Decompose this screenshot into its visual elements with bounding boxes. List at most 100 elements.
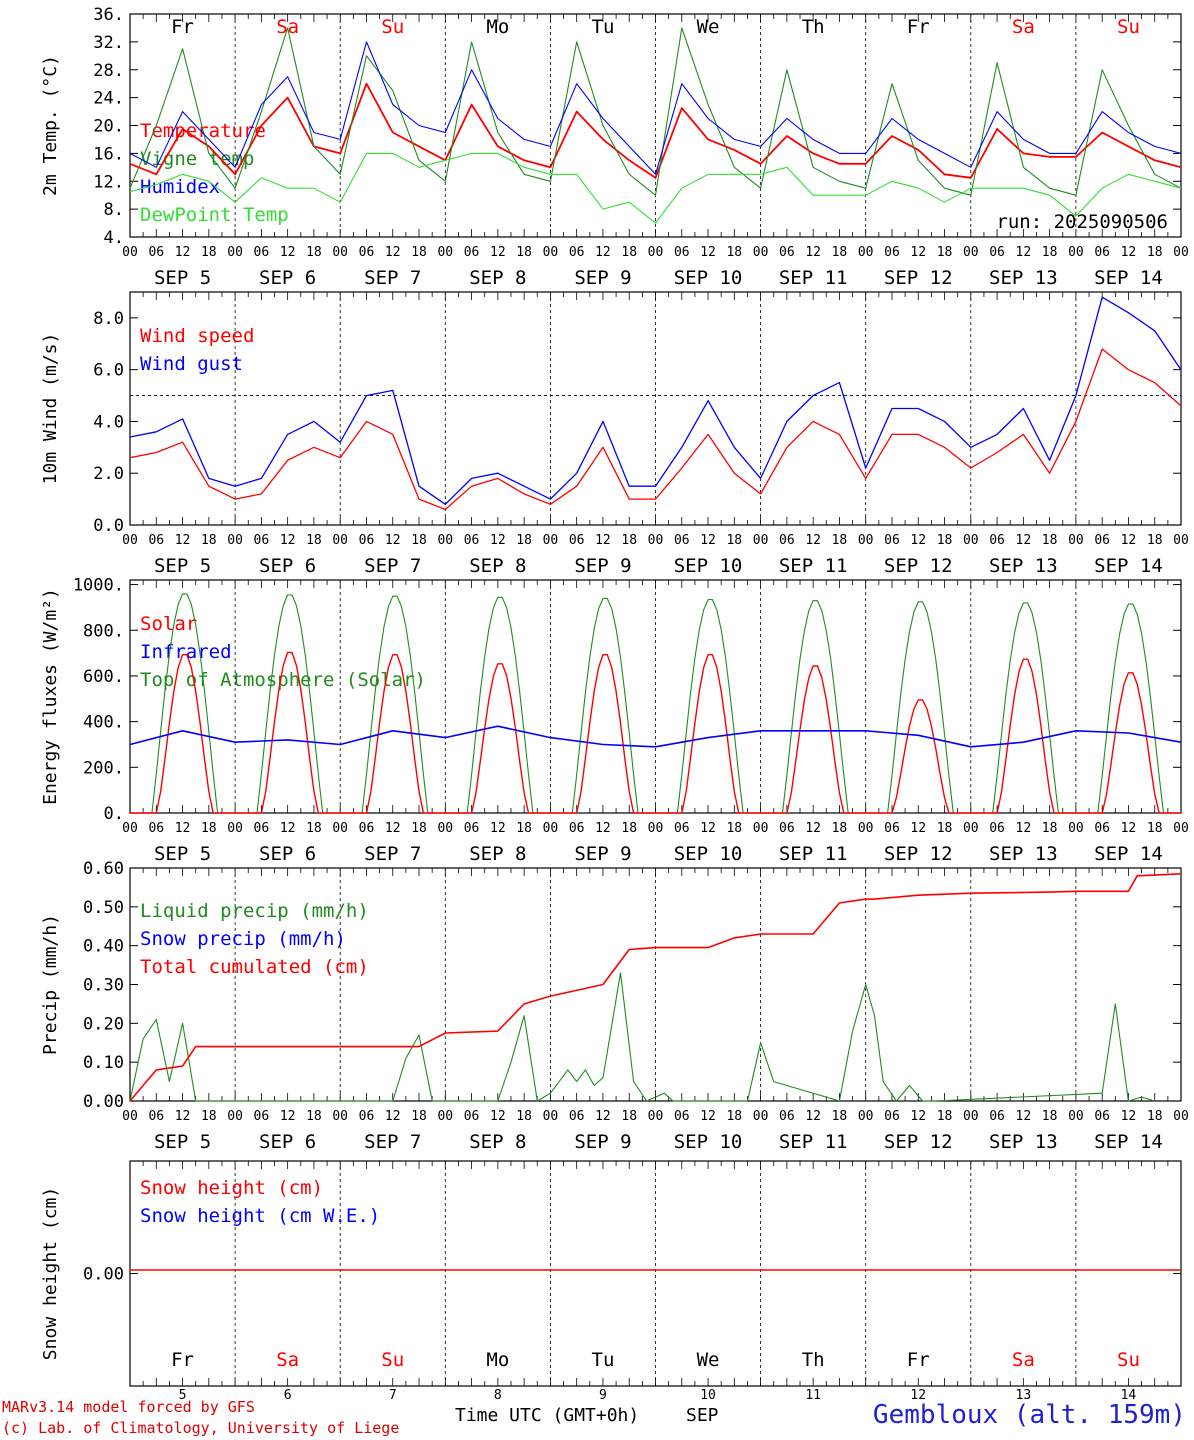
day-name: Su — [381, 16, 404, 38]
date-label: SEP 11 — [779, 843, 848, 865]
hour-tick-label: 12 — [175, 245, 191, 260]
legend-label: DewPoint Temp — [140, 204, 289, 226]
day-name-bottom: Su — [1117, 1349, 1140, 1371]
day-name: Sa — [276, 16, 299, 38]
date-label: SEP 5 — [154, 843, 211, 865]
hour-tick-label: 18 — [1147, 1109, 1163, 1124]
legend-label: Top of Atmosphere (Solar) — [140, 669, 426, 691]
day-number: 7 — [389, 1388, 397, 1403]
y-tick-label: 0. — [104, 804, 124, 824]
y-tick-label: 32. — [93, 33, 124, 53]
date-label: SEP 7 — [364, 843, 421, 865]
day-number: 5 — [179, 1388, 187, 1403]
y-tick-label: 8. — [104, 200, 124, 220]
date-label: SEP 9 — [574, 555, 631, 577]
hour-tick-label: 00 — [332, 245, 348, 260]
hour-tick-label: 06 — [359, 245, 375, 260]
hour-tick-label: 12 — [175, 1109, 191, 1124]
hour-tick-label: 00 — [227, 245, 243, 260]
hour-tick-label: 00 — [858, 821, 874, 836]
y-tick-label: 12. — [93, 172, 124, 192]
temp-series-4 — [129, 152, 1182, 224]
y-tick-label: 28. — [93, 61, 124, 81]
lab-credit: (c) Lab. of Climatology, University of L… — [2, 1419, 400, 1437]
hour-tick-label: 00 — [648, 1109, 664, 1124]
day-number: 10 — [700, 1388, 716, 1403]
date-label: SEP 11 — [779, 555, 848, 577]
legend-label: Solar — [140, 613, 197, 635]
date-label: SEP 8 — [469, 267, 526, 289]
hour-tick-label: 18 — [306, 1109, 322, 1124]
hour-tick-label: 18 — [411, 1109, 427, 1124]
date-label: SEP 11 — [779, 267, 848, 289]
hour-tick-label: 06 — [1094, 533, 1110, 548]
date-label: SEP 7 — [364, 267, 421, 289]
hour-tick-label: 00 — [1173, 533, 1189, 548]
hour-tick-label: 00 — [1173, 821, 1189, 836]
hour-tick-label: 18 — [1042, 821, 1058, 836]
hour-tick-label: 12 — [910, 821, 926, 836]
hour-tick-label: 18 — [726, 533, 742, 548]
hour-tick-label: 00 — [1068, 821, 1084, 836]
hour-tick-label: 06 — [148, 245, 164, 260]
hour-tick-label: 06 — [464, 821, 480, 836]
hour-tick-label: 00 — [963, 1109, 979, 1124]
y-tick-label: 2.0 — [93, 464, 124, 484]
hour-tick-label: 18 — [832, 533, 848, 548]
legend-label: Snow height (cm W.E.) — [140, 1205, 380, 1227]
station-name: Gembloux (alt. 159m) — [872, 1400, 1186, 1430]
hour-tick-label: 18 — [1042, 1109, 1058, 1124]
hour-tick-label: 18 — [832, 245, 848, 260]
liquid-precip-series — [129, 972, 1155, 1102]
model-credit: MARv3.14 model forced by GFS — [2, 1398, 255, 1416]
y-tick-label: 36. — [93, 5, 124, 25]
day-name: Th — [802, 16, 825, 38]
hour-tick-label: 18 — [621, 533, 637, 548]
hour-tick-label: 18 — [201, 533, 217, 548]
hour-tick-label: 00 — [332, 1109, 348, 1124]
hour-tick-label: 18 — [1147, 533, 1163, 548]
hour-tick-label: 12 — [805, 821, 821, 836]
hour-tick-label: 00 — [227, 821, 243, 836]
hour-tick-label: 12 — [910, 1109, 926, 1124]
date-label: SEP 9 — [574, 843, 631, 865]
y-tick-label: 8.0 — [93, 309, 124, 329]
hour-tick-label: 06 — [674, 245, 690, 260]
hour-tick-label: 18 — [832, 1109, 848, 1124]
date-label: SEP 10 — [674, 267, 743, 289]
hour-tick-label: 00 — [858, 245, 874, 260]
hour-tick-label: 06 — [674, 533, 690, 548]
day-name-bottom: Tu — [592, 1349, 615, 1371]
hour-tick-label: 00 — [437, 1109, 453, 1124]
hour-tick-label: 06 — [884, 533, 900, 548]
hour-tick-label: 06 — [569, 245, 585, 260]
date-label: SEP 10 — [674, 1131, 743, 1153]
hour-tick-label: 12 — [385, 533, 401, 548]
hour-tick-label: 18 — [1042, 245, 1058, 260]
hour-tick-label: 06 — [359, 821, 375, 836]
y-tick-label: 0.20 — [83, 1014, 124, 1034]
hour-tick-label: 00 — [1173, 1109, 1189, 1124]
hour-tick-label: 06 — [254, 1109, 270, 1124]
hour-tick-label: 00 — [332, 821, 348, 836]
hour-tick-label: 06 — [464, 245, 480, 260]
hour-tick-label: 12 — [1016, 245, 1032, 260]
hour-tick-label: 12 — [280, 533, 296, 548]
hour-tick-label: 06 — [779, 533, 795, 548]
legend-label: Infrared — [140, 641, 232, 663]
hour-tick-label: 06 — [779, 1109, 795, 1124]
day-name-bottom: Fr — [171, 1349, 194, 1371]
hour-tick-label: 18 — [516, 1109, 532, 1124]
hour-tick-label: 12 — [805, 533, 821, 548]
hour-tick-label: 18 — [411, 533, 427, 548]
day-name: Fr — [171, 16, 194, 38]
y-tick-label: 200. — [83, 758, 124, 778]
y-tick-label: 0.00 — [83, 1092, 124, 1112]
hour-tick-label: 12 — [595, 245, 611, 260]
day-number: 6 — [284, 1388, 292, 1403]
hour-tick-label: 06 — [1094, 1109, 1110, 1124]
hour-tick-label: 12 — [910, 533, 926, 548]
hour-tick-label: 00 — [753, 245, 769, 260]
hour-tick-label: 00 — [963, 821, 979, 836]
